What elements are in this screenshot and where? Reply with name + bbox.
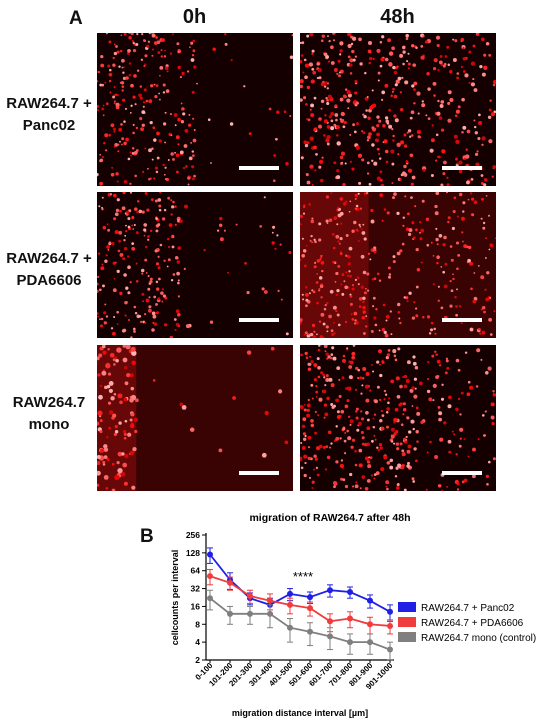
data-point bbox=[207, 573, 213, 580]
row-label-line2: PDA6606 bbox=[16, 272, 82, 289]
x-axis-label: migration distance interval [µm] bbox=[232, 708, 368, 718]
panel-b-label: B bbox=[140, 526, 154, 547]
data-point bbox=[227, 610, 233, 617]
row-label-line1: RAW264.7 + bbox=[6, 95, 92, 112]
legend-label: RAW264.7 mono (control) bbox=[421, 633, 536, 644]
legend-label: RAW264.7 + PDA6606 bbox=[421, 618, 524, 629]
data-point bbox=[307, 628, 313, 635]
column-header-0h: 0h bbox=[182, 6, 207, 28]
significance-annotation: **** bbox=[293, 569, 313, 584]
micrograph-texture bbox=[300, 33, 496, 186]
data-point bbox=[287, 601, 293, 608]
scale-bar bbox=[442, 166, 482, 170]
data-point bbox=[307, 594, 313, 601]
data-point bbox=[347, 639, 353, 646]
legend-swatch bbox=[398, 632, 416, 642]
row-label-line2: mono bbox=[28, 416, 70, 433]
column-header-48h: 48h bbox=[380, 6, 415, 28]
micrograph-mono-48h bbox=[300, 345, 496, 491]
micrograph-texture bbox=[97, 33, 293, 186]
data-point bbox=[367, 621, 373, 628]
scale-bar bbox=[239, 318, 279, 322]
row-label-mono: RAW264.7 mono bbox=[4, 392, 94, 436]
data-point bbox=[387, 608, 393, 615]
data-point bbox=[207, 551, 213, 558]
legend-label: RAW264.7 + Panc02 bbox=[421, 603, 515, 614]
micrograph-panc02-48h bbox=[300, 33, 496, 186]
data-point bbox=[247, 610, 253, 617]
y-tick-label: 32 bbox=[191, 584, 201, 594]
scale-bar bbox=[442, 318, 482, 322]
chart-title: migration of RAW264.7 after 48h bbox=[249, 512, 410, 524]
data-point bbox=[247, 592, 253, 599]
data-point bbox=[287, 590, 293, 597]
y-axis-label: cellcounts per interval bbox=[170, 550, 180, 646]
scale-bar bbox=[442, 471, 482, 475]
data-point bbox=[367, 639, 373, 646]
data-point bbox=[327, 633, 333, 640]
y-tick-label: 64 bbox=[191, 566, 201, 576]
micrograph-texture bbox=[97, 345, 293, 491]
legend-swatch bbox=[398, 617, 416, 627]
data-point bbox=[327, 587, 333, 594]
scale-bar bbox=[239, 471, 279, 475]
data-point bbox=[347, 615, 353, 622]
series-line-1 bbox=[209, 575, 391, 627]
micrograph-texture bbox=[97, 192, 293, 338]
scale-bar bbox=[239, 166, 279, 170]
data-point bbox=[287, 624, 293, 631]
y-tick-label: 16 bbox=[191, 601, 201, 611]
data-point bbox=[267, 610, 273, 617]
data-point bbox=[387, 622, 393, 629]
data-point bbox=[387, 646, 393, 653]
data-point bbox=[327, 618, 333, 625]
micrograph-pda6606-0h bbox=[97, 192, 293, 338]
y-tick-label: 4 bbox=[195, 637, 200, 647]
row-label-line1: RAW264.7 bbox=[12, 394, 86, 411]
y-tick-label: 2 bbox=[195, 655, 200, 665]
series-line-2 bbox=[209, 597, 391, 651]
data-point bbox=[267, 597, 273, 604]
data-point bbox=[227, 579, 233, 586]
row-label-pda6606: RAW264.7 + PDA6606 bbox=[4, 248, 94, 292]
micrograph-texture bbox=[300, 192, 496, 338]
data-point bbox=[347, 589, 353, 596]
data-point bbox=[307, 605, 313, 612]
y-tick-label: 128 bbox=[186, 548, 200, 558]
data-point bbox=[367, 597, 373, 604]
legend-swatch bbox=[398, 602, 416, 612]
micrograph-pda6606-48h bbox=[300, 192, 496, 338]
micrograph-texture bbox=[300, 345, 496, 491]
data-point bbox=[207, 595, 213, 602]
row-label-line2: Panc02 bbox=[22, 117, 76, 134]
y-tick-label: 256 bbox=[186, 530, 200, 540]
micrograph-mono-0h bbox=[97, 345, 293, 491]
row-label-panc02: RAW264.7 + Panc02 bbox=[4, 93, 94, 137]
micrograph-panc02-0h bbox=[97, 33, 293, 186]
panel-a-label: A bbox=[69, 8, 83, 29]
y-tick-label: 8 bbox=[195, 619, 200, 629]
row-label-line1: RAW264.7 + bbox=[6, 250, 92, 267]
